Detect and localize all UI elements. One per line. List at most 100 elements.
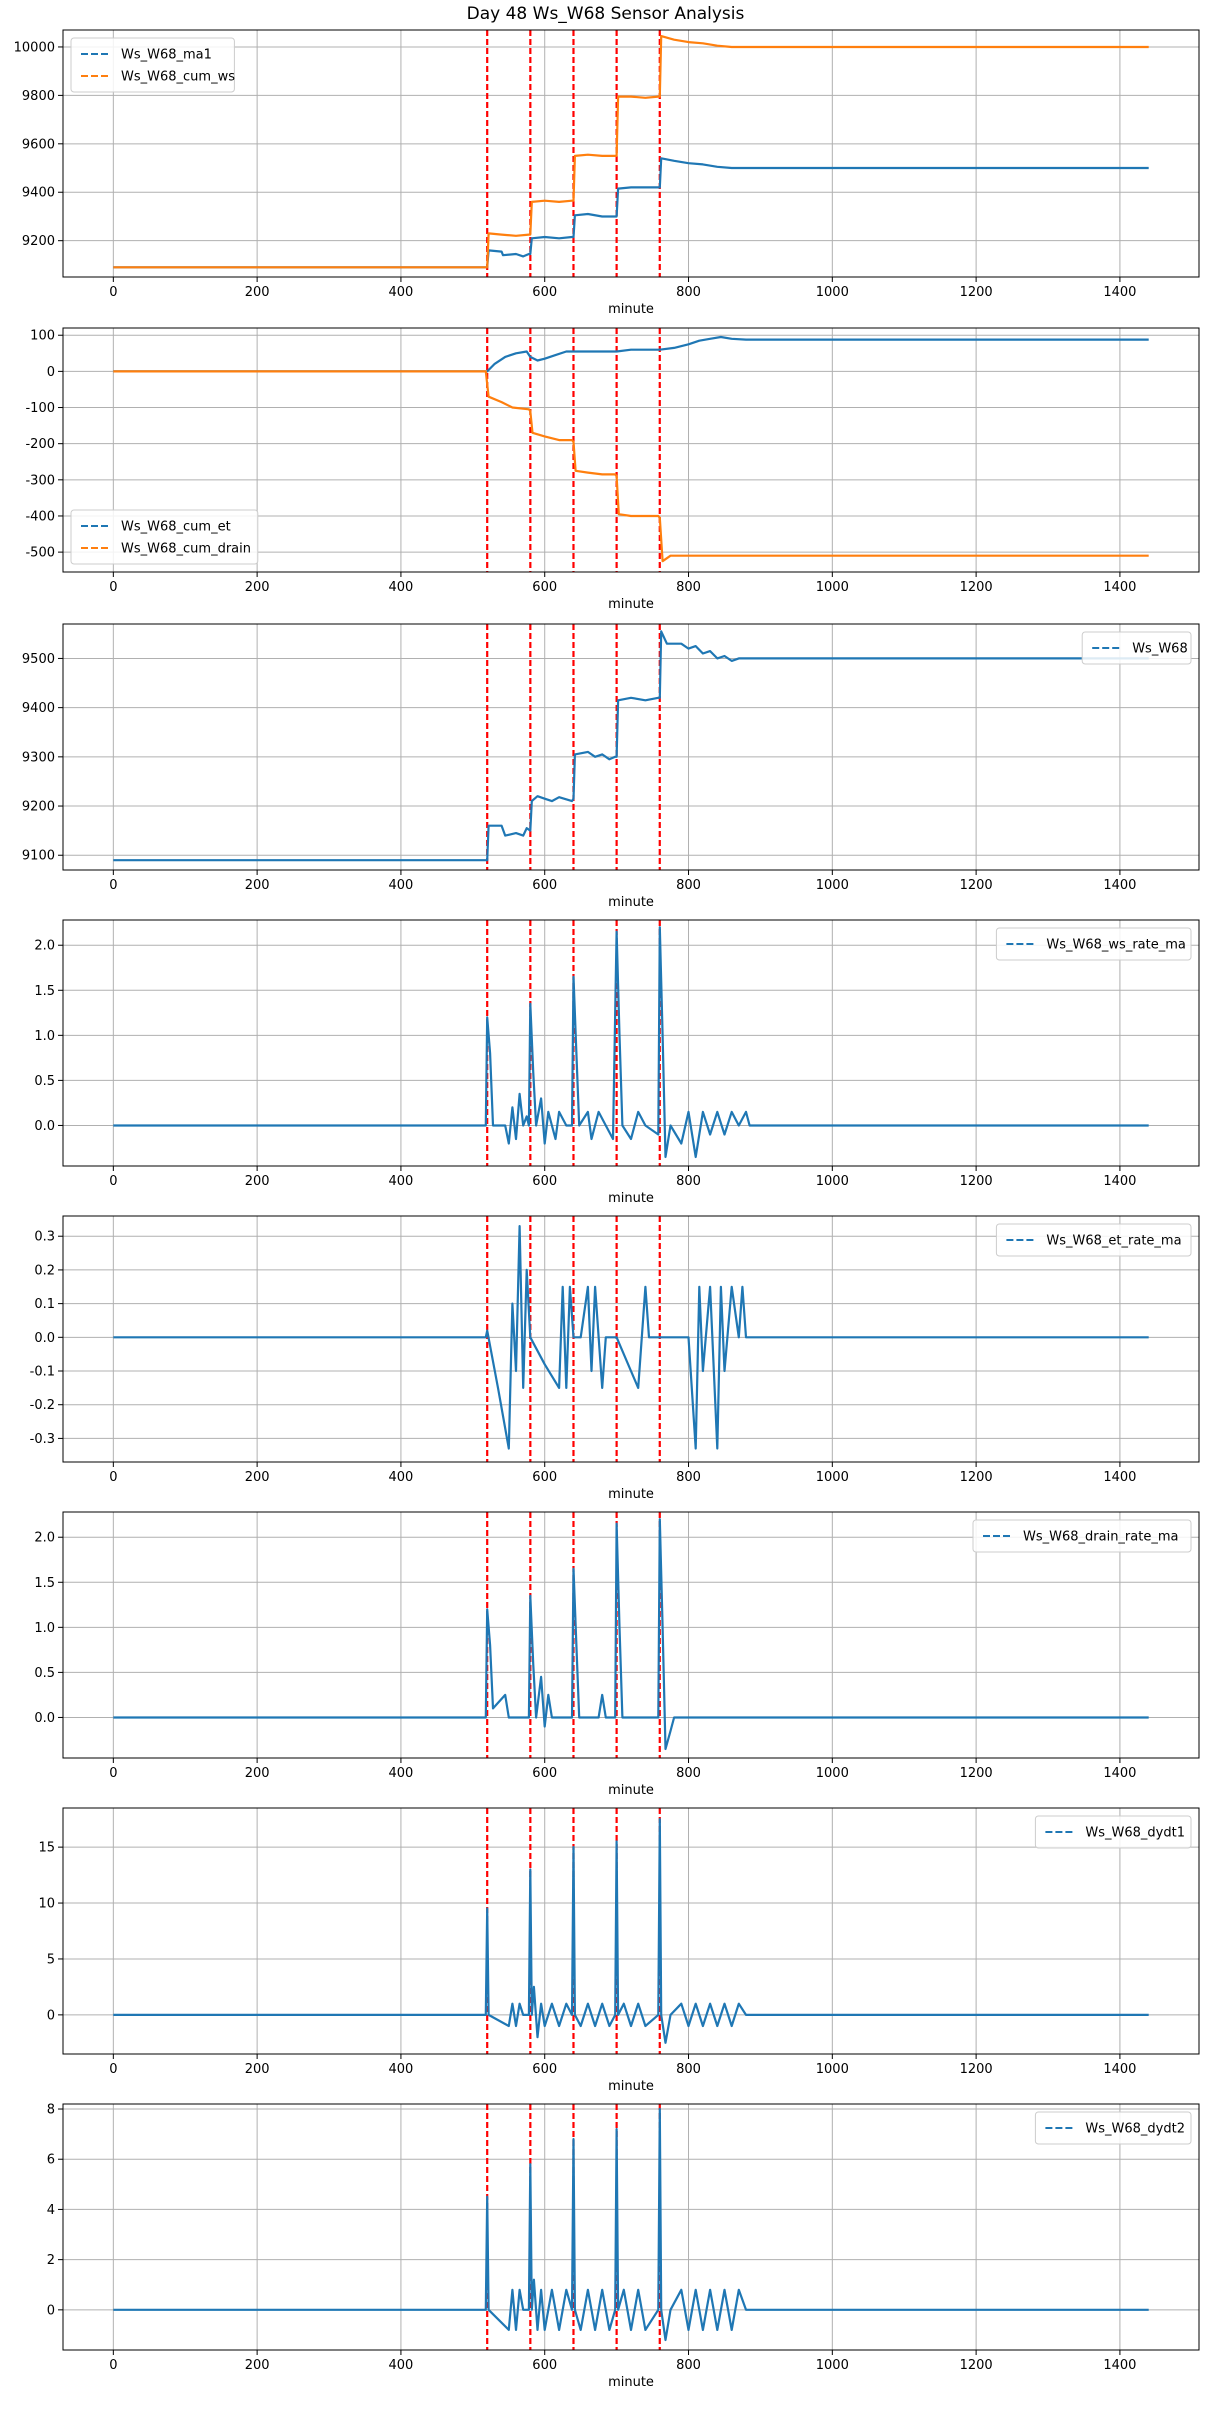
x-tick-label: 1200: [960, 285, 993, 300]
axes-frame: [62, 919, 1200, 1167]
legend-box: [1081, 631, 1192, 665]
x-tick-label: 0: [109, 285, 117, 300]
x-tick-label: 200: [245, 878, 270, 893]
y-tick-label: 0.5: [34, 1666, 55, 1681]
y-tick-label: 1.0: [34, 1029, 55, 1044]
axes-frame: [62, 2103, 1200, 2351]
chart-panel-1: 0 200 400 600 800 1000 1200 1400 9200 9400 9600 980…: [14, 29, 1200, 317]
x-tick-label: 400: [389, 285, 414, 300]
y-tick-label: 0: [47, 2008, 55, 2023]
chart-panel-3: 0 200 400 600 800 1000 1200 1400 9100 9200 9300 940…: [22, 623, 1200, 910]
y-tick-label: 100: [30, 329, 55, 344]
x-tick-label: 0: [109, 1766, 117, 1781]
axes-frame: [62, 1215, 1200, 1463]
y-tick-label: 2.0: [34, 1531, 55, 1546]
x-axis-label: minute: [608, 2375, 654, 2390]
x-axis-label: minute: [608, 302, 654, 317]
x-tick-label: 600: [532, 285, 557, 300]
y-tick-label: 0.0: [34, 1119, 55, 1134]
axes-frame: [62, 623, 1200, 871]
x-tick-label: 800: [676, 285, 701, 300]
legend: Ws_W68_ws_rate_ma: [995, 927, 1192, 961]
y-tick-label: 5: [47, 1952, 55, 1967]
x-tick-label: 200: [245, 285, 270, 300]
y-tick-label: 9200: [22, 800, 55, 815]
legend: Ws_W68_cum_et Ws_W68_cum_drain: [70, 509, 259, 565]
x-tick-label: 1200: [960, 2062, 993, 2077]
x-axis-label: minute: [608, 2079, 654, 2094]
x-tick-label: 200: [245, 2358, 270, 2373]
y-tick-label: 0.5: [34, 1074, 55, 1089]
x-tick-label: 0: [109, 1470, 117, 1485]
y-tick-label: 9200: [22, 234, 55, 249]
y-tick-label: 0.0: [34, 1711, 55, 1726]
x-tick-label: 600: [532, 2062, 557, 2077]
series-line-Ws_W68_dydt1: [113, 1818, 1149, 2044]
y-tick-label: 4: [47, 2203, 55, 2218]
y-tick-label: 15: [38, 1841, 55, 1856]
y-tick-label: 1.5: [34, 984, 55, 999]
x-tick-label: 200: [245, 1174, 270, 1189]
x-tick-label: 400: [389, 1766, 414, 1781]
figure-title: Day 48 Ws_W68 Sensor Analysis: [466, 4, 745, 24]
x-axis-label: minute: [608, 895, 654, 910]
x-tick-label: 0: [109, 878, 117, 893]
x-tick-label: 1200: [960, 878, 993, 893]
x-axis-label: minute: [608, 1487, 654, 1502]
y-tick-label: 0: [47, 365, 55, 380]
x-tick-label: 1400: [1103, 580, 1136, 595]
x-tick-label: 0: [109, 1174, 117, 1189]
series-line-Ws_W68_cum_et: [113, 335, 1149, 373]
y-tick-label: -200: [25, 437, 55, 452]
y-tick-label: 9500: [22, 652, 55, 667]
chart-panel-8: 0 200 400 600 800 1000 1200 1400 0 2 4 6 8 minute Ws_W…: [47, 2103, 1200, 2390]
axes-frame: [62, 327, 1200, 573]
x-tick-label: 1400: [1103, 1174, 1136, 1189]
x-tick-label: 200: [245, 1766, 270, 1781]
x-tick-label: 1000: [816, 2358, 849, 2373]
chart-panel-2: 0 200 400 600 800 1000 1200 1400-500-400-300-20…: [25, 327, 1200, 612]
chart-panel-4: 0 200 400 600 800 1000 1200 1400 0.0 0.5 1.0 1.5 2.0…: [34, 919, 1200, 1206]
legend-label: Ws_W68_drain_rate_ma: [1023, 1530, 1178, 1545]
series-line-Ws_W68: [113, 630, 1149, 862]
x-tick-label: 800: [676, 2358, 701, 2373]
legend-label: Ws_W68: [1132, 642, 1188, 657]
legend-box: [70, 37, 235, 93]
x-tick-label: 1000: [816, 580, 849, 595]
x-tick-label: 800: [676, 1766, 701, 1781]
axes-frame: [62, 29, 1200, 278]
legend: Ws_W68: [1081, 631, 1192, 665]
series-line-Ws_W68_drain_rate_ma: [113, 1518, 1149, 1751]
x-tick-label: 800: [676, 1470, 701, 1485]
x-tick-label: 200: [245, 2062, 270, 2077]
legend-label: Ws_W68_cum_ws: [121, 70, 235, 85]
legend-box: [995, 1223, 1192, 1257]
y-tick-label: 0.0: [34, 1331, 55, 1346]
x-tick-label: 400: [389, 1470, 414, 1485]
legend-box: [70, 509, 259, 565]
y-tick-label: 9600: [22, 137, 55, 152]
y-tick-label: 0.1: [34, 1297, 55, 1312]
y-tick-label: 6: [47, 2153, 55, 2168]
y-tick-label: 9400: [22, 701, 55, 716]
legend: Ws_W68_dydt1: [1034, 1815, 1192, 1849]
legend-label: Ws_W68_ma1: [121, 48, 212, 63]
legend: Ws_W68_ma1 Ws_W68_cum_ws: [70, 37, 235, 93]
x-tick-label: 600: [532, 580, 557, 595]
x-tick-label: 800: [676, 878, 701, 893]
x-tick-label: 1000: [816, 2062, 849, 2077]
x-tick-label: 600: [532, 2358, 557, 2373]
y-tick-label: 1.5: [34, 1576, 55, 1591]
legend-box: [1034, 1815, 1192, 1849]
legend-box: [1034, 2111, 1192, 2145]
legend: Ws_W68_dydt2: [1034, 2111, 1192, 2145]
y-tick-label: -0.3: [30, 1432, 55, 1447]
x-tick-label: 1000: [816, 878, 849, 893]
x-tick-label: 0: [109, 2062, 117, 2077]
legend-label: Ws_W68_dydt2: [1085, 2122, 1185, 2137]
x-tick-label: 1000: [816, 1470, 849, 1485]
x-tick-label: 1200: [960, 1174, 993, 1189]
y-tick-label: 10: [38, 1897, 55, 1912]
x-tick-label: 1400: [1103, 285, 1136, 300]
x-tick-label: 600: [532, 878, 557, 893]
